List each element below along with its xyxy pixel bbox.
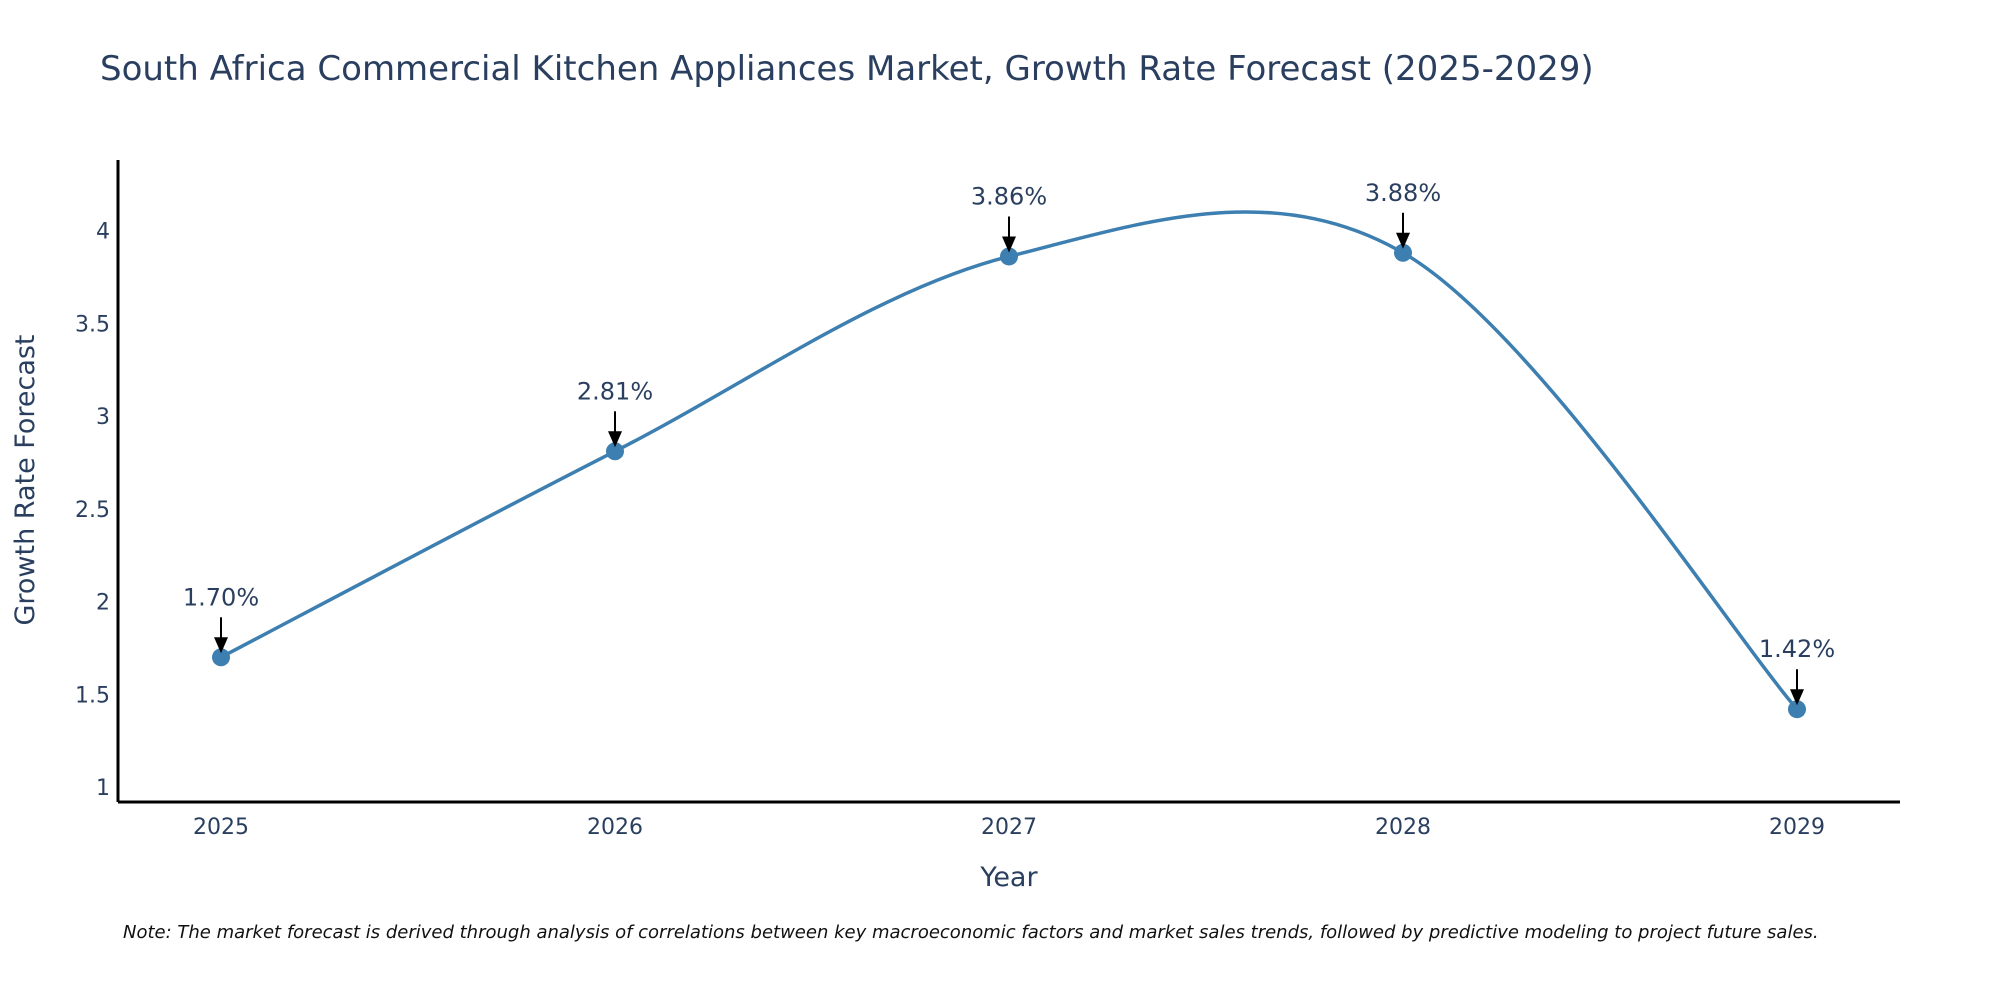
x-tick-label: 2027 [981,815,1037,840]
y-tick-label: 1 [96,776,110,801]
data-point [1394,243,1412,262]
x-axis-title: Year [979,862,1038,893]
x-tick-label: 2028 [1375,815,1431,840]
data-label: 1.70% [183,583,259,611]
series-line [220,210,1799,711]
arrowhead-icon [608,431,622,448]
y-tick-label: 2.5 [75,498,110,523]
y-tick-label: 2 [96,591,110,616]
footnote: Note: The market forecast is derived thr… [123,922,1819,943]
arrowhead-icon [214,637,228,654]
data-point [1000,247,1018,266]
y-axis-title: Growth Rate Forecast [10,334,41,625]
data-label: 3.86% [971,182,1047,210]
y-tick-label: 3.5 [75,312,110,337]
y-tick-label: 1.5 [75,683,110,708]
y-tick-label: 3 [96,405,110,430]
y-tick-label: 4 [96,220,110,245]
chart-title: South Africa Commercial Kitchen Applianc… [100,49,1594,89]
data-label: 2.81% [577,377,653,405]
data-point [606,442,624,461]
x-axis-ticks: 2025 2026 2027 2028 2029 [193,815,1825,840]
data-markers [212,243,1806,719]
data-point [1788,700,1806,719]
data-label: 1.42% [1759,635,1835,663]
data-annotations: 1.70% 2.81% 3.86% 3.88% 1.42% [183,179,1835,706]
data-label: 3.88% [1365,179,1441,207]
x-tick-label: 2026 [587,815,643,840]
data-point [212,648,230,667]
arrowhead-icon [1002,236,1016,253]
x-tick-label: 2025 [193,815,249,840]
y-axis-ticks: 1 1.5 2 2.5 3 3.5 4 [75,220,110,802]
arrowhead-icon [1790,689,1804,706]
x-tick-label: 2029 [1769,815,1825,840]
arrowhead-icon [1396,232,1410,249]
